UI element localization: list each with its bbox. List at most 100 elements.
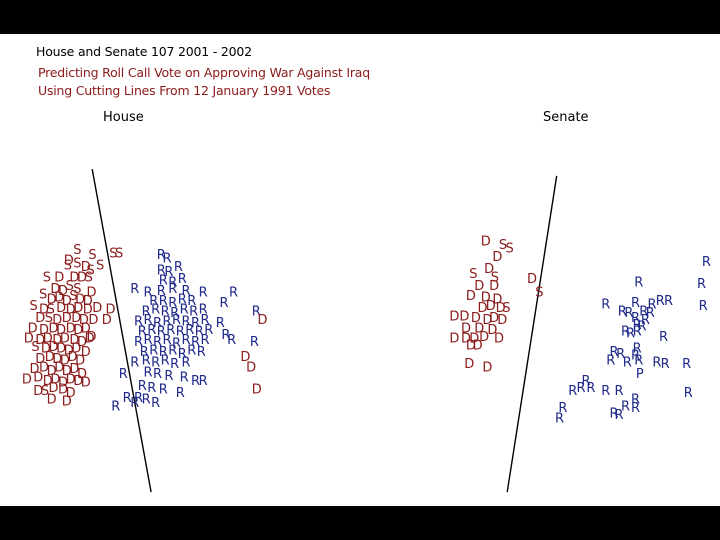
house-point-26: D <box>83 294 93 309</box>
house-point-153: R <box>130 355 139 370</box>
house-point-170: R <box>134 391 143 406</box>
senate-point-59: R <box>616 347 625 362</box>
house-point-138: R <box>134 335 143 350</box>
house-point-75: D <box>47 364 57 379</box>
senate-point-69: R <box>582 374 591 389</box>
house-point-169: R <box>176 386 185 401</box>
senate-point-52: R <box>638 320 647 335</box>
senate-point-44: R <box>699 299 708 314</box>
house-point-61: D <box>41 342 51 357</box>
senate-point-33: D <box>494 332 504 347</box>
house-point-181: R <box>227 333 236 348</box>
house-point-8: D <box>81 260 91 275</box>
senate-point-81: R <box>615 408 624 423</box>
senate-point-38: R <box>697 277 706 292</box>
senate-point-19: D <box>459 309 469 324</box>
house-point-145: R <box>201 333 210 348</box>
house-point-84: D <box>58 376 68 391</box>
house-point-87: D <box>81 376 91 391</box>
house-point-9: S <box>87 264 95 279</box>
house-point-18: S <box>73 282 81 297</box>
house-point-43: D <box>102 313 112 328</box>
house-point-36: D <box>35 311 45 326</box>
house-point-175: R <box>151 396 160 411</box>
house-point-103: R <box>130 282 139 297</box>
senate-point-27: D <box>449 332 459 347</box>
house-point-32: D <box>73 301 83 316</box>
senate-point-18: D <box>449 309 459 324</box>
house-point-44: D <box>28 321 38 336</box>
house-point-172: R <box>111 400 120 415</box>
house-point-6: S <box>73 257 81 272</box>
senate-point-75: R <box>631 393 640 408</box>
senate-point-42: R <box>656 294 665 309</box>
house-point-104: R <box>144 286 153 301</box>
house-point-64: D <box>64 343 74 358</box>
senate-point-45: R <box>618 304 627 319</box>
senate-point-26: D <box>487 323 497 338</box>
house-point-180: R <box>221 328 230 343</box>
senate-point-65: R <box>652 355 661 370</box>
senate-point-77: R <box>558 401 567 416</box>
house-point-14: S <box>85 270 93 285</box>
senate-point-34: D <box>464 357 474 372</box>
house-point-117: R <box>170 306 179 321</box>
house-point-60: S <box>31 340 39 355</box>
house-point-85: D <box>66 372 76 387</box>
house-point-118: R <box>180 303 189 318</box>
house-point-182: R <box>250 335 259 350</box>
house-point-165: R <box>199 374 208 389</box>
house-point-20: S <box>39 287 47 302</box>
senate-point-73: R <box>601 384 610 399</box>
house-point-55: D <box>52 333 62 348</box>
house-point-7: S <box>96 258 104 273</box>
house-point-15: S <box>66 279 74 294</box>
senate-point-11: D <box>466 289 476 304</box>
senate-point-20: D <box>471 311 481 326</box>
senate-point-9: D <box>489 279 499 294</box>
house-point-146: R <box>140 345 149 360</box>
house-point-156: R <box>161 354 170 369</box>
senate-point-25: D <box>474 321 484 336</box>
senate-point-39: R <box>601 298 610 313</box>
senate-point-21: D <box>482 313 492 328</box>
house-point-102: R <box>178 272 187 287</box>
senate-point-67: R <box>682 357 691 372</box>
senate-cutting-line <box>506 175 558 493</box>
senate-point-30: D <box>479 330 489 345</box>
house-point-17: D <box>58 284 68 299</box>
house-point-97: R <box>157 264 166 279</box>
house-point-132: R <box>157 325 166 340</box>
house-point-164: R <box>191 374 200 389</box>
senate-point-14: D <box>478 301 488 316</box>
senate-point-74: R <box>615 384 624 399</box>
house-point-72: D <box>75 354 85 369</box>
house-point-31: D <box>66 303 76 318</box>
senate-point-63: R <box>623 355 632 370</box>
house-point-184: D <box>246 360 256 375</box>
senate-point-56: R <box>659 330 668 345</box>
house-point-49: D <box>73 323 83 338</box>
house-point-10: S <box>43 270 51 285</box>
senate-point-58: R <box>610 345 619 360</box>
house-point-50: D <box>81 321 91 336</box>
house-point-115: R <box>151 303 160 318</box>
senate-point-46: R <box>624 306 633 321</box>
senate-point-70: R <box>568 384 577 399</box>
senate-point-64: R <box>634 354 643 369</box>
house-point-53: D <box>35 333 45 348</box>
house-point-13: D <box>77 270 87 285</box>
house-point-63: D <box>56 342 66 357</box>
house-point-99: R <box>174 260 183 275</box>
house-point-78: D <box>69 362 79 377</box>
house-point-110: R <box>159 294 168 309</box>
house-point-69: D <box>52 352 62 367</box>
house-point-137: R <box>204 323 213 338</box>
senate-point-48: R <box>646 306 655 321</box>
house-point-82: D <box>43 374 53 389</box>
slide-subtitle-2: Using Cutting Lines From 12 January 1991… <box>38 83 331 98</box>
house-point-129: R <box>216 316 225 331</box>
house-point-59: D <box>85 332 95 347</box>
